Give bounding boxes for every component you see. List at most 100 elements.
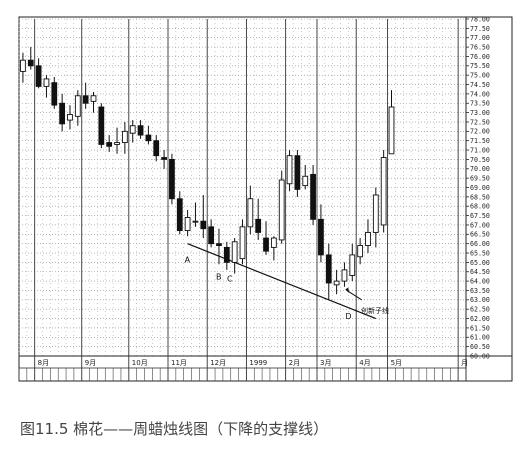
candle-body-rising xyxy=(388,106,395,155)
candle-body-falling xyxy=(318,218,324,256)
candle-body-rising xyxy=(74,95,81,117)
candle-body-falling xyxy=(59,102,66,125)
month-tick-label: 4月 xyxy=(359,359,370,367)
y-tick-label: 61.50 xyxy=(470,324,490,332)
y-tick-label: 71.50 xyxy=(470,137,490,145)
y-tick-label: 64.00 xyxy=(470,278,490,286)
candle-body-rising xyxy=(286,155,293,185)
candle-body-rising xyxy=(372,194,379,233)
candle-body-falling xyxy=(169,158,175,200)
y-tick-label: 68.50 xyxy=(470,193,490,201)
y-tick-label: 75.50 xyxy=(470,62,490,70)
month-tick-label: 9月 xyxy=(85,359,96,367)
candle-body-rising xyxy=(90,95,97,102)
candle-body-rising xyxy=(270,237,277,248)
y-tick-label: 63.50 xyxy=(470,287,490,295)
y-tick-label: 69.00 xyxy=(470,184,490,192)
month-tick-label: 8月 xyxy=(38,359,49,367)
candle-body-falling xyxy=(82,95,89,104)
candles xyxy=(20,47,395,300)
y-tick-label: 70.50 xyxy=(470,156,490,164)
y-tick-label: 69.50 xyxy=(470,175,490,183)
candle-body-falling xyxy=(145,134,152,142)
y-tick-label: 76.00 xyxy=(470,53,490,61)
candle-body-falling xyxy=(98,106,105,145)
annotation-note: 创新子线 xyxy=(361,306,389,315)
month-tick-label: 2月 xyxy=(289,359,300,367)
candle-body-falling xyxy=(216,243,222,246)
y-tick-label: 72.50 xyxy=(470,118,490,126)
candle-body-rising xyxy=(357,245,364,258)
y-tick-label: 64.50 xyxy=(470,268,490,276)
candle-body-rising xyxy=(114,142,120,145)
candle-body-rising xyxy=(380,157,387,226)
y-tick-label: 71.00 xyxy=(470,146,490,154)
arrow-line xyxy=(346,290,362,301)
candle-body-falling xyxy=(161,157,167,160)
y-tick-label: 67.00 xyxy=(470,221,490,229)
candle-body-falling xyxy=(200,220,207,230)
month-tick-label: 5月 xyxy=(391,359,402,367)
month-tick-label: 1999 xyxy=(249,359,267,367)
month-tick-label: 10月 xyxy=(132,359,148,367)
y-tick-label: 61.00 xyxy=(470,334,490,342)
candle-body-rising xyxy=(247,198,254,228)
month-tick-label: 11月 xyxy=(171,359,187,367)
arrow-head xyxy=(345,287,350,294)
candle-body-falling xyxy=(325,254,332,284)
x-axis-ticks: 8月 9月 10月 11月 12月 1999 2月 3月 4月 5月 月 xyxy=(18,359,468,381)
candle-body-rising xyxy=(20,59,26,72)
month-separators xyxy=(34,19,459,381)
y-tick-label: 77.50 xyxy=(470,25,490,33)
candle-body-rising xyxy=(43,78,50,87)
candle-body-rising xyxy=(239,226,246,260)
candle-body-falling xyxy=(310,173,316,220)
y-tick-label: 75.00 xyxy=(470,72,490,80)
candle-body-falling xyxy=(106,142,113,147)
y-tick-label: 76.50 xyxy=(470,43,490,51)
candle-body-falling xyxy=(208,226,215,245)
candle-body-falling xyxy=(223,246,230,263)
candle-body-rising xyxy=(302,175,309,187)
candle-body-falling xyxy=(294,155,301,190)
candle-body-falling xyxy=(176,198,183,232)
candle-body-falling xyxy=(255,218,262,233)
candle-body-falling xyxy=(153,140,160,157)
y-tick-label: 73.00 xyxy=(470,109,490,117)
y-tick-label: 73.50 xyxy=(470,100,490,108)
candle-body-rising xyxy=(121,130,128,144)
candle-body-rising xyxy=(278,179,285,241)
candle-body-rising xyxy=(333,280,340,286)
y-tick-label: 60.00 xyxy=(470,352,490,360)
y-tick-label: 74.00 xyxy=(470,90,490,98)
candle-body-falling xyxy=(35,65,42,87)
y-tick-label: 63.00 xyxy=(470,296,490,304)
y-tick-label: 66.00 xyxy=(470,240,490,248)
candle-body-rising xyxy=(192,220,199,223)
y-tick-label: 70.00 xyxy=(470,165,490,173)
annotation-point-label: C xyxy=(227,274,233,283)
y-tick-label: 65.00 xyxy=(470,259,490,267)
candle-body-rising xyxy=(231,241,238,263)
month-tick-label: 月 xyxy=(461,359,468,367)
y-tick-label: 74.50 xyxy=(470,81,490,89)
annotation-point-label: B xyxy=(216,272,222,281)
y-tick-label: 62.00 xyxy=(470,315,490,323)
candle-body-rising xyxy=(67,114,73,121)
candle-body-falling xyxy=(27,59,34,67)
y-tick-label: 60.50 xyxy=(470,343,490,351)
y-tick-label: 66.50 xyxy=(470,231,490,239)
y-tick-label: 72.00 xyxy=(470,128,490,136)
candle-body-falling xyxy=(263,237,269,252)
annotations: A B C D 创新子线 xyxy=(185,256,389,321)
candle-body-rising xyxy=(129,125,136,134)
candle-body-rising xyxy=(341,269,348,282)
annotation-point-label: D xyxy=(345,312,351,321)
candle-body-falling xyxy=(137,125,144,136)
y-tick-label: 78.00 xyxy=(470,15,490,23)
annotation-point-label: A xyxy=(185,256,191,265)
y-tick-label: 65.50 xyxy=(470,249,490,257)
month-tick-label: 12月 xyxy=(210,359,226,367)
y-tick-label: 62.50 xyxy=(470,306,490,314)
